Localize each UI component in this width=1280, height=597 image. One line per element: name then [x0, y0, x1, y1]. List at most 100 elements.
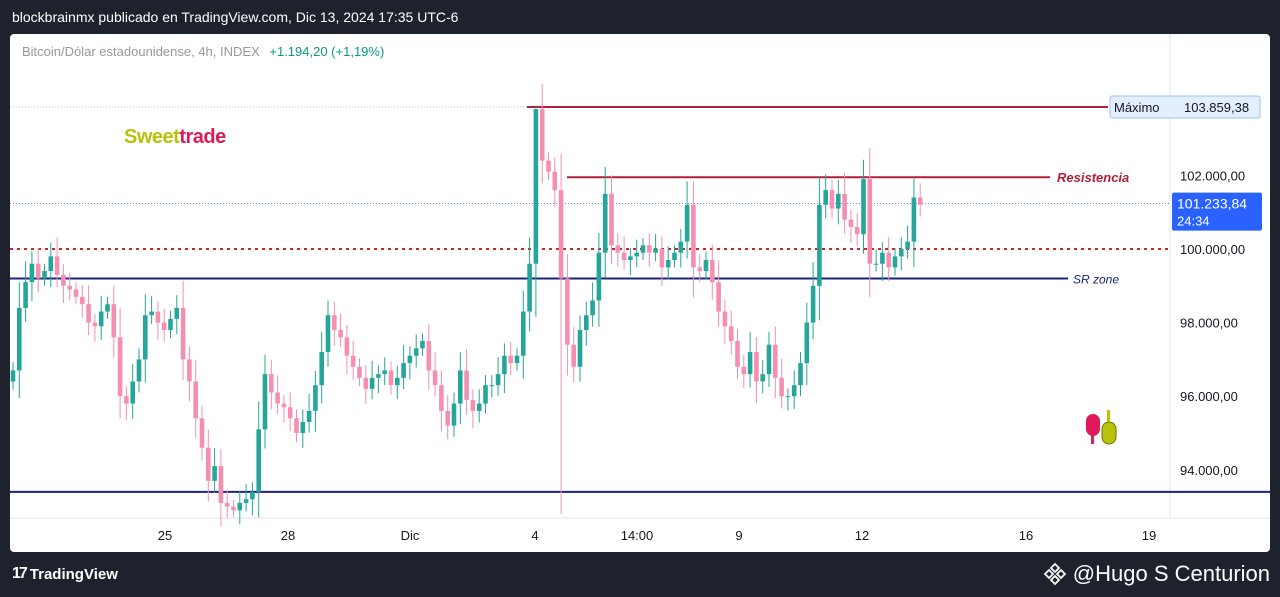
candle-body: [458, 370, 463, 404]
candle: [451, 392, 457, 437]
candle-body: [23, 282, 28, 308]
candle-body: [187, 359, 192, 382]
candle: [766, 331, 772, 387]
candle-body: [193, 381, 198, 419]
candle-body: [250, 491, 255, 500]
footer: 17 TradingView @Hugo S Centurion: [0, 552, 1280, 597]
candle: [420, 333, 425, 356]
tradingview-brand[interactable]: 17 TradingView: [12, 565, 118, 583]
annotation-lines: Resistencia SR zone: [10, 105, 1270, 493]
candle: [23, 261, 28, 323]
sr-zone-label: SR zone: [1073, 272, 1119, 286]
candle: [665, 246, 671, 280]
candle: [810, 262, 816, 340]
time-tick-label: 14:00: [621, 528, 654, 543]
candle: [728, 310, 734, 355]
candle-body: [760, 374, 765, 382]
candle: [533, 106, 539, 317]
popsicle-pink: [1086, 414, 1100, 436]
candle: [804, 302, 810, 386]
candle-body: [256, 429, 261, 492]
candle: [319, 331, 324, 404]
candle: [350, 340, 356, 380]
candle: [817, 176, 822, 321]
candle-body: [836, 193, 841, 209]
candle: [558, 153, 564, 514]
candle: [703, 251, 709, 280]
candle: [508, 341, 513, 375]
candle-body: [470, 399, 476, 411]
candle-body: [287, 407, 293, 419]
candle: [785, 388, 791, 411]
candle-body: [880, 252, 885, 264]
candle-body: [199, 418, 205, 448]
candle-body: [143, 315, 148, 360]
candle-body: [634, 252, 639, 257]
candle: [382, 357, 387, 385]
candle: [483, 375, 488, 414]
candle: [836, 180, 841, 225]
candle: [571, 327, 576, 383]
candle-body: [130, 381, 135, 404]
candle: [250, 482, 255, 516]
candle: [502, 343, 507, 394]
candle-body: [174, 307, 180, 319]
tradingview-logo-icon: 17: [12, 565, 28, 582]
candle: [98, 295, 104, 340]
candle: [653, 233, 658, 262]
candle-body: [640, 245, 646, 253]
candle: [521, 290, 526, 379]
current-price-value: 101.233,84: [1177, 196, 1247, 212]
candle: [470, 389, 476, 429]
candle-body: [886, 252, 891, 268]
candle: [180, 280, 186, 381]
candle: [287, 392, 293, 431]
maximo-label-box: [1109, 95, 1261, 119]
candle: [407, 346, 413, 380]
candle-body: [432, 370, 438, 386]
candle: [86, 285, 91, 335]
candle-body: [98, 311, 104, 327]
candle-body: [823, 190, 828, 205]
candle-body: [149, 311, 154, 316]
candle-body: [180, 307, 186, 360]
candle: [344, 324, 350, 375]
candle: [231, 500, 236, 517]
candle-body: [17, 307, 22, 371]
candle: [281, 394, 287, 423]
candle: [61, 264, 66, 303]
candle-body: [829, 190, 835, 209]
candle: [634, 239, 639, 268]
candle-body: [48, 256, 54, 272]
binance-diamond-icon: [1043, 562, 1067, 586]
candle-body: [35, 263, 41, 279]
symbol-change: +1.194,20 (+1,19%): [269, 44, 385, 59]
candlestick-chart[interactable]: Resistencia SR zone 102.000,00 100.000,00 9…: [10, 34, 1270, 552]
candle-body: [382, 370, 387, 375]
candle-body: [754, 352, 759, 382]
candle-body: [546, 160, 551, 172]
candle: [672, 245, 677, 268]
candle: [615, 233, 621, 267]
popsicle-icon: [1086, 410, 1117, 445]
candle: [596, 232, 602, 327]
candle-body: [80, 296, 85, 305]
candle-body: [231, 506, 236, 511]
candle-body: [502, 355, 507, 375]
candle-body: [117, 337, 123, 397]
candle-body: [647, 245, 652, 253]
credit-text: @Hugo S Centurion: [1072, 561, 1270, 586]
symbol-legend: Bitcoin/Dólar estadounidense, 4h, INDEX …: [22, 44, 384, 59]
candle: [684, 181, 690, 259]
candle-body: [476, 403, 482, 411]
candle: [464, 348, 469, 415]
candle: [546, 152, 551, 180]
current-price-tag: 101.233,84 24:34: [1172, 192, 1262, 231]
candle: [155, 301, 161, 340]
candle-body: [10, 370, 16, 382]
candle-body: [602, 193, 608, 253]
popsicle-pink-stick: [1091, 434, 1094, 444]
time-tick-label: 28: [281, 528, 295, 543]
time-axis: 25 28 Dic 4 14:00 9 12 16 19: [158, 528, 1156, 543]
candle-body: [344, 337, 350, 356]
